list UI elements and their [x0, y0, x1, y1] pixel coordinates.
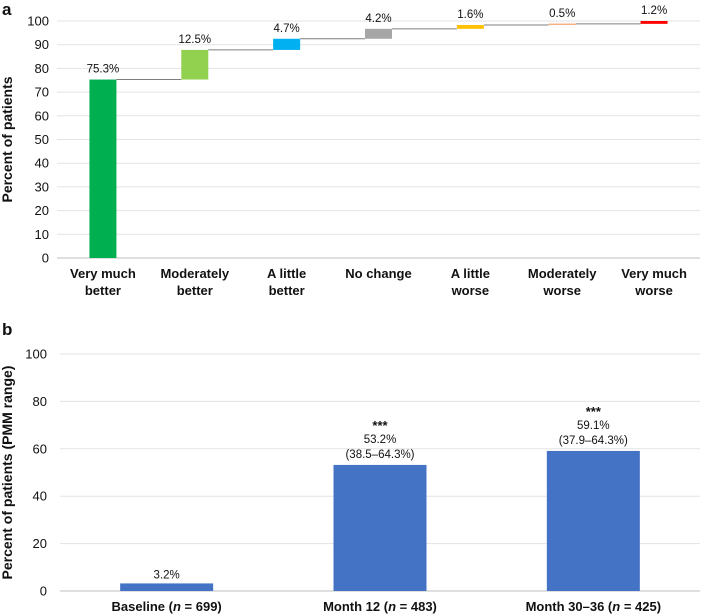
y-tick-label: 20 — [33, 536, 47, 551]
x-category-label: worse — [542, 283, 581, 298]
y-tick-label: 100 — [27, 14, 49, 29]
y-tick-label: 0 — [42, 251, 49, 266]
panel-a-y-ticks: 0 10 20 30 40 50 60 70 80 90 100 — [27, 14, 49, 266]
panel-a-connectors — [116, 23, 641, 81]
x-category-label: better — [85, 283, 121, 298]
range-label: (37.9–64.3%) — [559, 435, 628, 447]
y-tick-label: 30 — [35, 179, 49, 194]
panel-b: b 3.2%(38.5–64.3%)53.2%***(37.9–64.3%)59… — [0, 320, 700, 614]
range-label: (38.5–64.3%) — [345, 449, 414, 461]
x-category-label: Month 12 (n = 483) — [323, 599, 437, 614]
data-label: 75.3% — [87, 64, 120, 76]
y-tick-label: 10 — [35, 227, 49, 242]
bar — [365, 28, 392, 39]
bar — [273, 38, 301, 50]
x-category-label: Baseline (n = 699) — [112, 599, 222, 614]
data-label: 12.5% — [178, 34, 211, 46]
y-tick-label: 60 — [33, 441, 47, 456]
panel-b-bars — [120, 450, 640, 591]
bar — [546, 450, 640, 591]
y-tick-label: 80 — [35, 61, 49, 76]
bar — [89, 79, 117, 258]
panel-a: a 75.3% 12.5% 4.7% 4.2% 1.6% 0.5% 1.2% 0 10 20 30… — [0, 0, 700, 298]
y-tick-label: 100 — [25, 347, 47, 362]
significance-marker: *** — [372, 418, 388, 433]
bar — [181, 49, 209, 80]
data-label: 3.2% — [154, 569, 180, 581]
significance-marker: *** — [586, 404, 602, 419]
data-label: 4.2% — [365, 13, 391, 25]
panel-a-gridlines — [57, 20, 700, 259]
data-label: 59.1% — [577, 420, 610, 432]
data-label: 4.7% — [274, 23, 300, 35]
panel-b-data-labels: 3.2%(38.5–64.3%)53.2%***(37.9–64.3%)59.1… — [154, 404, 628, 581]
panel-a-y-axis-label: Percent of patients — [0, 76, 15, 202]
data-label: 0.5% — [549, 8, 575, 20]
panel-b-x-categories: Baseline (n = 699) Month 12 (n = 483) Mont… — [112, 599, 662, 614]
x-category-label: No change — [345, 266, 411, 281]
x-category-label: better — [269, 283, 305, 298]
x-category-label: Very much — [70, 266, 136, 281]
bar — [456, 25, 484, 29]
x-category-label: Moderately — [528, 266, 597, 281]
data-label: 53.2% — [364, 434, 397, 446]
y-tick-label: 40 — [35, 156, 49, 171]
y-tick-label: 80 — [33, 394, 47, 409]
y-tick-label: 20 — [35, 203, 49, 218]
bar — [333, 464, 427, 591]
x-category-label: A little — [267, 266, 306, 281]
bar — [120, 583, 214, 591]
x-category-label: worse — [634, 283, 673, 298]
y-tick-label: 40 — [33, 489, 47, 504]
y-tick-label: 90 — [35, 37, 49, 52]
y-tick-label: 0 — [40, 584, 47, 599]
panel-b-y-axis-label: Percent of patients (PMM range) — [0, 366, 15, 580]
bar — [548, 23, 576, 26]
x-category-label: Very much — [621, 266, 687, 281]
x-category-label: A little — [451, 266, 490, 281]
data-label: 1.2% — [641, 5, 667, 17]
panel-a-bars — [89, 21, 668, 258]
panel-b-y-ticks: 0 20 40 60 80 100 — [25, 347, 47, 599]
panel-a-x-categories: Very much better Moderately better A little b… — [70, 266, 687, 298]
x-category-label: Moderately — [160, 266, 229, 281]
y-tick-label: 50 — [35, 132, 49, 147]
x-category-label: worse — [451, 283, 490, 298]
panel-a-letter: a — [2, 0, 12, 19]
x-category-label: better — [177, 283, 213, 298]
y-tick-label: 60 — [35, 108, 49, 123]
data-label: 1.6% — [457, 9, 483, 21]
bar — [640, 21, 668, 24]
panel-b-letter: b — [2, 320, 12, 339]
y-tick-label: 70 — [35, 85, 49, 100]
x-category-label: Month 30–36 (n = 425) — [526, 599, 661, 614]
panel-a-data-labels: 75.3% 12.5% 4.7% 4.2% 1.6% 0.5% 1.2% — [87, 5, 668, 76]
